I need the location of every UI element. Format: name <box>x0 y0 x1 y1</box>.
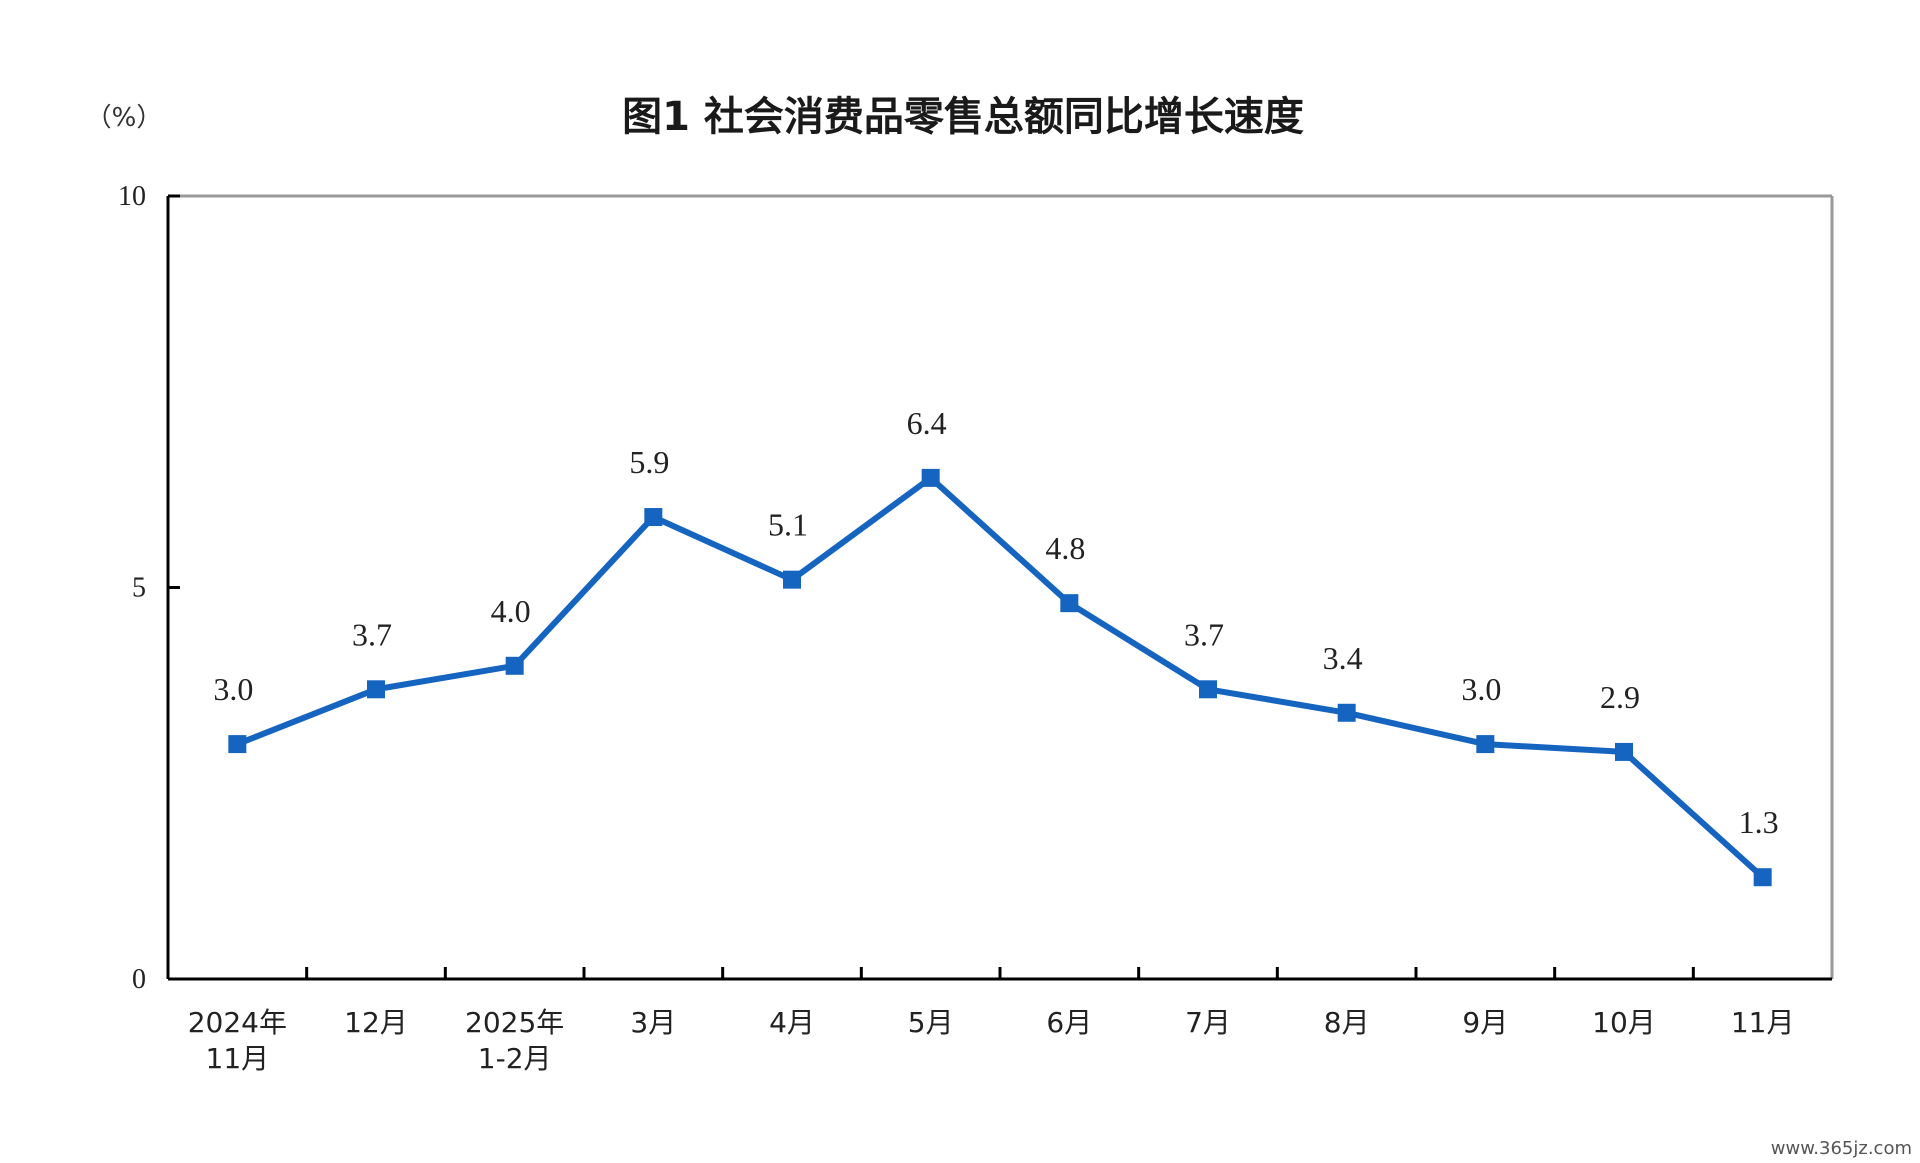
x-tick-label: 6月 <box>1046 1006 1092 1039</box>
data-label: 5.1 <box>768 507 808 543</box>
y-axis-unit-label: （%） <box>86 103 163 133</box>
x-tick-label: 2024年 11月 <box>188 1006 287 1075</box>
x-tick-label: 11月 <box>1731 1006 1795 1039</box>
data-point-marker <box>644 508 663 527</box>
data-point-marker <box>1060 594 1079 613</box>
x-tick-label: 8月 <box>1324 1006 1370 1039</box>
y-tick-label: 0 <box>132 964 146 995</box>
data-label: 5.9 <box>629 444 669 480</box>
x-tick-label: 9月 <box>1462 1006 1508 1039</box>
data-point-marker <box>367 680 385 699</box>
x-tick-label: 7月 <box>1185 1006 1231 1039</box>
series-line-group <box>228 468 1772 887</box>
data-label: 4.0 <box>491 593 531 629</box>
data-label: 1.3 <box>1739 804 1779 840</box>
data-point-marker <box>1199 680 1217 699</box>
data-point-marker <box>505 656 524 675</box>
data-label: 3.0 <box>1461 671 1501 707</box>
data-point-marker <box>1753 868 1772 887</box>
data-point-marker <box>1337 703 1356 722</box>
x-tick-label: 5月 <box>908 1006 954 1039</box>
data-point-marker <box>921 468 940 487</box>
series-line <box>234 474 1766 881</box>
plot-frame <box>166 194 1834 981</box>
data-point-marker <box>1476 735 1495 754</box>
data-label: 6.4 <box>907 405 947 441</box>
data-label-group: 3.0 3.7 4.0 5.9 5.1 6.4 4.8 3.7 3.4 3.0 2.9 1.3 <box>213 405 1778 840</box>
chart-title: 图1 社会消费品零售总额同比增长速度 <box>622 94 1304 140</box>
x-tick-label: 4月 <box>769 1006 815 1039</box>
x-tick-label: 3月 <box>630 1006 676 1039</box>
data-label: 3.7 <box>1184 616 1224 652</box>
data-point-marker <box>1615 742 1633 761</box>
data-label: 3.4 <box>1323 640 1363 676</box>
x-tick-label: 2025年 1-2月 <box>465 1006 564 1075</box>
data-point-marker <box>783 570 801 589</box>
data-point-marker <box>228 735 247 754</box>
data-label: 4.8 <box>1045 530 1085 566</box>
y-axis-ticks: 0 5 10 <box>118 181 180 995</box>
watermark-text: www.365jz.com <box>1771 1138 1912 1159</box>
x-tick-label: 10月 <box>1592 1006 1656 1039</box>
y-tick-label: 10 <box>118 181 146 212</box>
x-axis-ticks: 2024年 11月 12月 2025年 1-2月 3月 4月 5月 6月 7月 8月 9月 10月 11月 <box>188 967 1795 1075</box>
data-label: 3.7 <box>352 616 392 652</box>
data-label: 2.9 <box>1600 679 1640 715</box>
y-tick-label: 5 <box>132 573 146 604</box>
x-tick-label: 12月 <box>344 1006 408 1039</box>
data-label: 3.0 <box>213 671 253 707</box>
